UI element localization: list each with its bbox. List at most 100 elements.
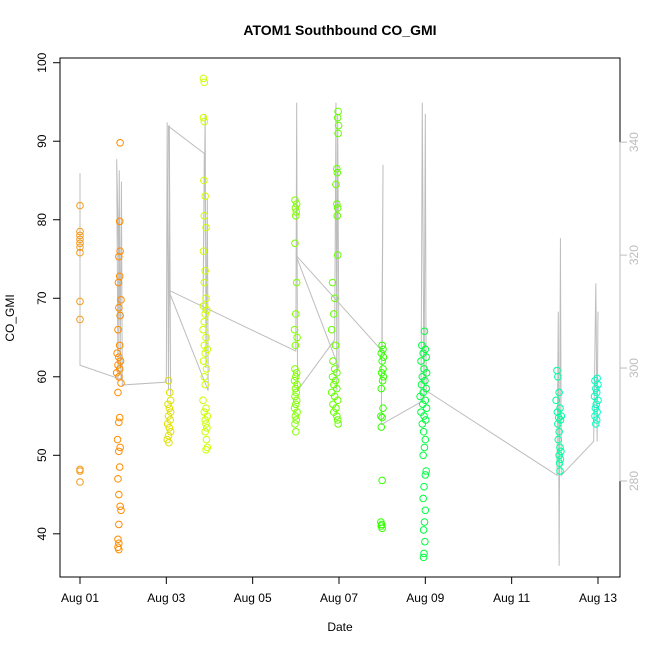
point [422,369,431,377]
x-tick-label: Aug 05 [234,591,272,605]
point [332,404,340,412]
point [379,365,387,373]
point [334,420,342,428]
point [200,212,209,220]
point [115,217,124,226]
point [422,404,431,412]
point [114,388,122,397]
point [200,78,209,87]
point [291,420,299,428]
point [556,443,564,452]
point [117,296,125,304]
point [202,294,210,303]
point [166,416,175,424]
point [557,447,565,456]
point [115,447,123,456]
point [377,369,386,377]
point [417,357,425,365]
point [419,526,428,534]
point [117,506,125,515]
point [114,278,123,287]
y-axis-label: CO_GMI [3,294,17,341]
point [377,412,385,420]
point [199,357,208,365]
point [420,412,428,420]
point [421,537,429,546]
point [290,325,299,334]
point [421,506,430,515]
point [419,494,427,503]
point [165,404,174,412]
point [164,376,173,385]
point [114,475,122,483]
point [292,278,301,287]
point [378,413,386,422]
point [421,396,430,405]
point [328,278,337,287]
point [201,266,209,275]
point [114,535,122,544]
point [555,427,563,436]
point [76,235,84,244]
point [199,113,208,122]
point [333,200,341,208]
point [378,357,386,365]
point [333,113,342,122]
point [290,404,299,412]
point [115,545,123,554]
point [420,549,428,558]
point [291,341,300,350]
point [333,164,341,173]
point [416,392,424,401]
point [163,420,172,428]
point [333,412,341,420]
point [378,476,386,485]
point [333,416,342,424]
point [166,396,175,405]
point [552,396,560,405]
point [166,427,175,436]
point [202,420,210,428]
point [291,412,300,420]
y2-tick-label: 300 [627,358,641,378]
point [556,455,565,464]
point [76,231,84,240]
point [554,372,562,381]
point [292,200,301,208]
point [201,310,209,318]
point [200,372,209,381]
point [164,400,172,409]
point [115,303,123,312]
point [164,431,173,440]
point [332,180,340,189]
point [202,404,210,412]
point [199,396,207,405]
point [420,327,429,336]
point [334,121,343,130]
point [592,416,601,424]
point [331,341,340,350]
point [378,341,386,350]
point [200,278,209,287]
point [333,204,342,212]
point [76,239,84,248]
point [330,294,339,303]
point [76,227,84,236]
point [419,553,428,562]
point [164,412,173,420]
point [329,357,337,365]
point [200,318,209,326]
y-tick-label: 80 [35,213,49,227]
point [333,168,342,177]
point [379,404,387,412]
chart-title: ATOM1 Southbound CO_GMI [243,22,436,38]
point [292,400,300,409]
point [330,310,338,318]
point [203,345,212,354]
point [418,400,427,409]
point [555,388,563,397]
point [203,306,211,314]
point [333,212,342,220]
point [333,384,341,393]
